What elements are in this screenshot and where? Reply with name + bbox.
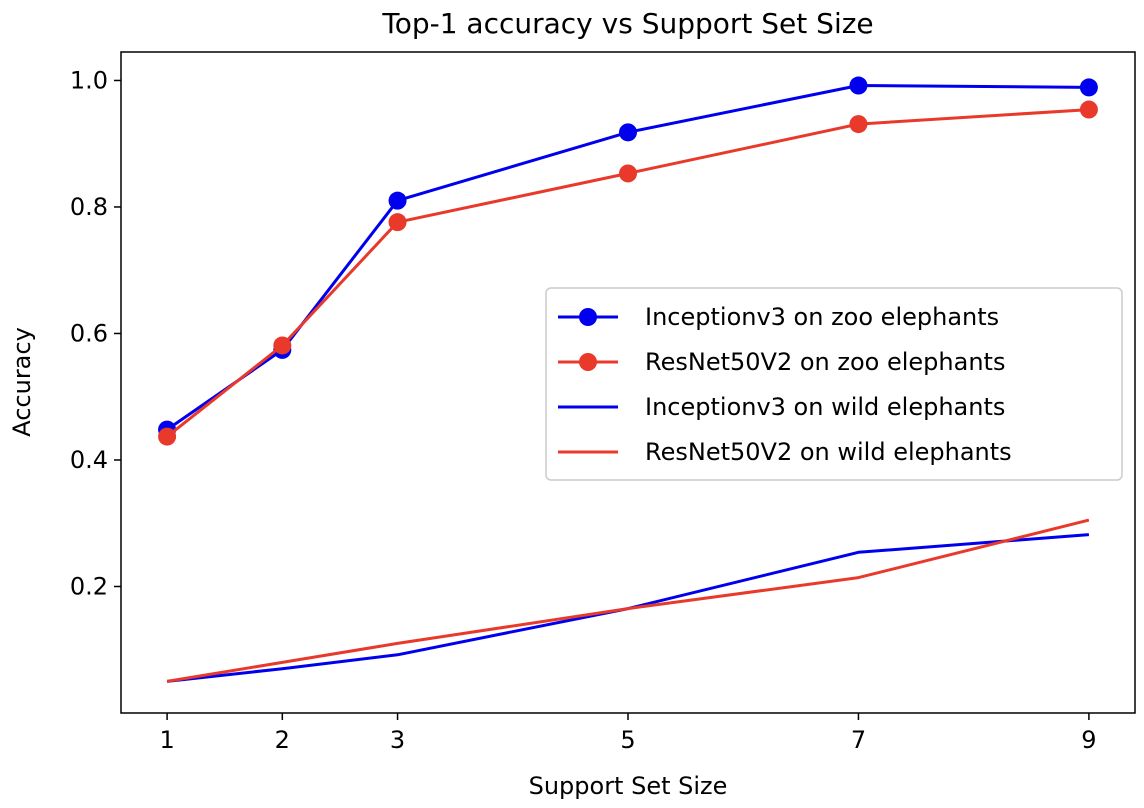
y-axis-title: Accuracy — [8, 327, 36, 437]
data-point-inceptionv3-on-zoo-elephants — [619, 123, 637, 142]
y-tick-label: 0.2 — [70, 572, 108, 600]
data-point-resnet50v2-on-zoo-elephants — [849, 115, 868, 134]
data-point-resnet50v2-on-zoo-elephants — [158, 427, 177, 446]
series-line-inceptionv3-on-wild-elephants — [166, 533, 1090, 683]
x-tick-label: 1 — [159, 726, 174, 754]
x-tick-label: 3 — [390, 726, 405, 754]
data-point-inceptionv3-on-zoo-elephants — [1079, 78, 1098, 97]
series-line-resnet50v2-on-wild-elephants — [166, 518, 1090, 683]
axes: 1 2 3 5 7 9 0.2 0.4 0.6 0.8 1.0 — [70, 66, 1097, 754]
x-tick-label: 9 — [1081, 726, 1096, 754]
x-tick-label: 7 — [851, 726, 866, 754]
data-point-resnet50v2-on-zoo-elephants — [388, 213, 407, 232]
data-point-inceptionv3-on-zoo-elephants — [388, 191, 407, 210]
x-axis-title: Support Set Size — [529, 772, 728, 800]
data-point-resnet50v2-on-zoo-elephants — [1079, 100, 1098, 119]
chart-title: Top-1 accuracy vs Support Set Size — [381, 7, 873, 40]
data-point-inceptionv3-on-zoo-elephants — [849, 76, 868, 95]
legend: Inceptionv3 on zoo elephants ResNet50V2 o… — [545, 287, 1123, 481]
legend-swatch-marker — [579, 353, 597, 371]
legend-label: Inceptionv3 on wild elephants — [645, 393, 1005, 421]
legend-label: ResNet50V2 on wild elephants — [645, 438, 1012, 466]
data-point-resnet50v2-on-zoo-elephants — [619, 164, 637, 183]
legend-label: ResNet50V2 on zoo elephants — [645, 348, 1005, 376]
x-tick-label: 5 — [620, 726, 635, 754]
legend-label: Inceptionv3 on zoo elephants — [645, 303, 999, 331]
series-line-inceptionv3-on-zoo-elephants — [166, 84, 1089, 431]
series-line-resnet50v2-on-zoo-elephants — [166, 108, 1089, 438]
y-tick-label: 0.6 — [70, 319, 108, 347]
x-tick-label: 2 — [275, 726, 290, 754]
legend-box — [545, 287, 1123, 481]
y-tick-label: 1.0 — [70, 66, 108, 94]
y-tick-label: 0.4 — [70, 446, 108, 474]
plot-area — [158, 76, 1098, 683]
y-tick-label: 0.8 — [70, 193, 108, 221]
legend-swatch-marker — [579, 308, 597, 326]
data-point-resnet50v2-on-zoo-elephants — [273, 336, 292, 355]
